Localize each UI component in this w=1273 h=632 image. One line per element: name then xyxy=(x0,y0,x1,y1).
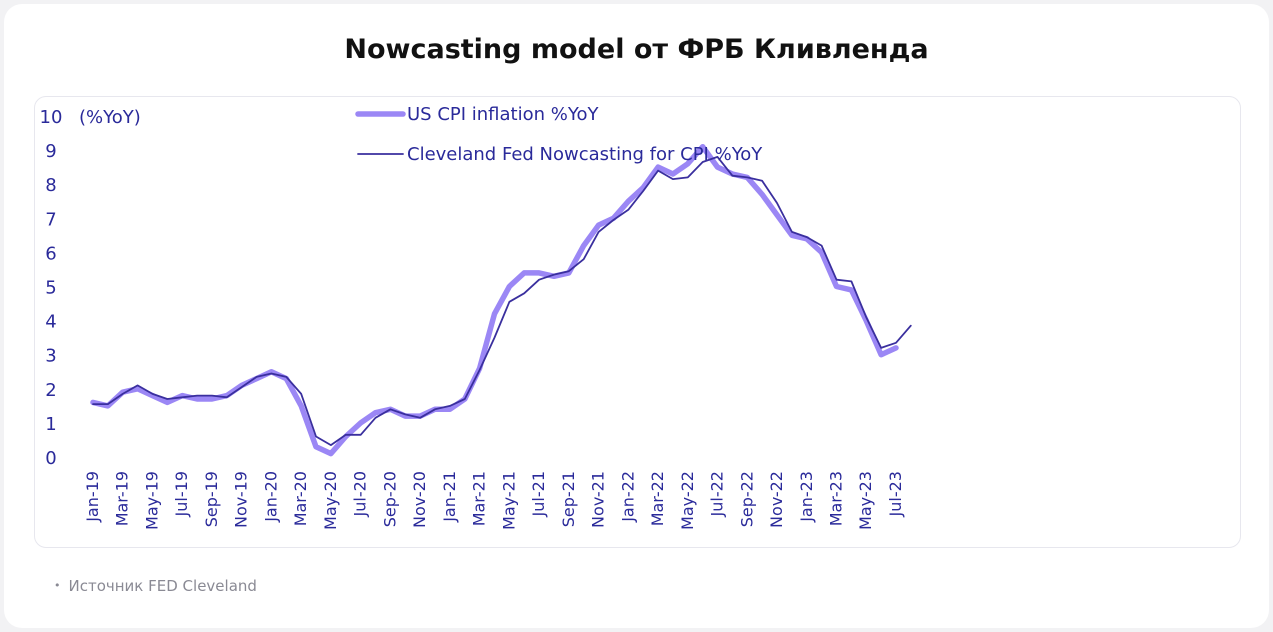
y-axis-label: (%YoY) xyxy=(79,107,141,128)
x-tick-label: May-23 xyxy=(856,471,875,530)
x-tick-label: Jan-22 xyxy=(618,471,637,523)
y-tick-label: 1 xyxy=(45,414,56,435)
bullet-icon: • xyxy=(54,579,61,592)
y-tick-label: 5 xyxy=(45,278,56,299)
x-tick-label: Nov-19 xyxy=(232,471,251,528)
x-tick-label: Jul-23 xyxy=(886,471,905,517)
x-tick-label: Mar-21 xyxy=(470,471,489,526)
y-tick-label: 6 xyxy=(45,243,56,264)
y-tick-label: 7 xyxy=(45,209,56,230)
y-tick-label: 8 xyxy=(45,175,56,196)
x-tick-label: Sep-21 xyxy=(559,471,578,527)
x-tick-label: Jan-20 xyxy=(261,471,280,523)
y-tick-label: 10 xyxy=(40,107,63,128)
y-tick-label: 4 xyxy=(45,312,56,333)
legend-label-1: US CPI inflation %YoY xyxy=(407,104,599,125)
cpi-line-chart: 0 1 2 3 4 5 6 7 8 9 10 (%YoY) Jan-19 Mar-19 May-19 Jul-… xyxy=(40,104,912,530)
x-tick-label: May-20 xyxy=(321,471,340,530)
x-tick-label: Jul-20 xyxy=(351,471,370,517)
x-tick-label: Jul-21 xyxy=(529,471,548,517)
x-tick-label: May-22 xyxy=(678,471,697,530)
x-tick-label: Sep-22 xyxy=(737,471,756,527)
x-tick-label: Mar-22 xyxy=(648,471,667,526)
x-tick-label: Jan-19 xyxy=(83,471,102,523)
x-tick-label: Jul-19 xyxy=(172,471,191,517)
legend-label-2: Cleveland Fed Nowcasting for CPI %YoY xyxy=(407,144,763,165)
x-tick-label: Sep-19 xyxy=(202,471,221,527)
y-tick-label: 9 xyxy=(45,141,56,162)
page-title: Nowcasting model от ФРБ Кливленда xyxy=(344,34,929,65)
x-tick-label: Nov-21 xyxy=(589,471,608,528)
series-line-1 xyxy=(90,143,899,457)
x-tick-label: Jul-22 xyxy=(708,471,727,517)
x-tick-label: Nov-20 xyxy=(410,471,429,528)
x-tick-label: Mar-23 xyxy=(827,471,846,526)
x-tick-label: Sep-20 xyxy=(380,471,399,527)
y-tick-label: 2 xyxy=(45,380,56,401)
x-tick-label: Mar-19 xyxy=(113,471,132,526)
x-tick-label: Nov-22 xyxy=(767,471,786,528)
y-tick-label: 3 xyxy=(45,346,56,367)
y-tick-label: 0 xyxy=(45,448,56,469)
x-tick-label: Mar-20 xyxy=(291,471,310,526)
source-text: Источник FED Cleveland xyxy=(68,577,257,595)
x-tick-label: May-21 xyxy=(499,471,518,530)
series-line-2 xyxy=(92,156,912,446)
x-tick-label: Jan-23 xyxy=(797,471,816,523)
x-tick-label: May-19 xyxy=(142,471,161,530)
source-note: • Источник FED Cleveland xyxy=(54,577,257,595)
chart-panel: 0 1 2 3 4 5 6 7 8 9 10 (%YoY) Jan-19 Mar-19 May-19 Jul-… xyxy=(34,96,1241,548)
x-tick-label: Jan-21 xyxy=(440,471,459,523)
